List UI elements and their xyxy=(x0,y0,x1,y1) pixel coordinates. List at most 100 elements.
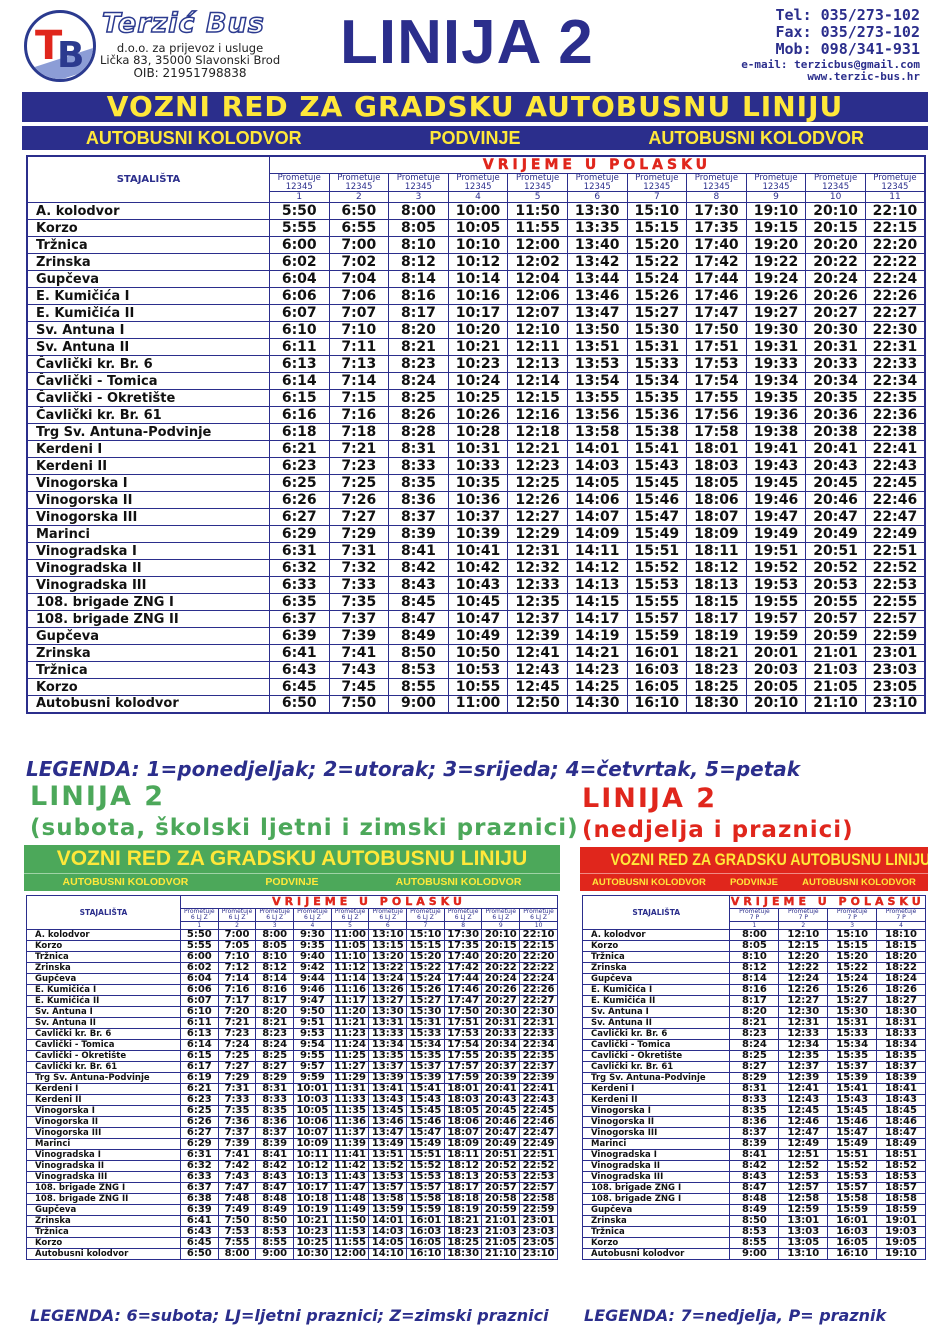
departure-time: 5:55 xyxy=(179,940,219,952)
table-row: Čavlički kr. Br. 6 6:13 7:13 8:23 10:23 12:13… xyxy=(26,355,926,373)
departure-time: 6:32 xyxy=(179,1160,219,1172)
departure-time: 11:00 xyxy=(447,695,509,713)
departure-time: 20:57 xyxy=(805,610,866,628)
departure-time: 15:46 xyxy=(406,1116,445,1128)
departure-time: 23:05 xyxy=(519,1237,558,1249)
departure-time: 7:18 xyxy=(328,423,390,441)
column-number: 4 xyxy=(447,191,509,203)
departure-time: 20:26 xyxy=(481,984,521,996)
table-row: Čavlički kr. Br. 6 8:23 12:33 15:33 18:33 xyxy=(581,1028,926,1040)
departure-time: 8:10 xyxy=(729,951,780,963)
departure-time: 19:10 xyxy=(876,1248,926,1260)
departure-time: 15:39 xyxy=(406,1072,445,1084)
email-link[interactable]: e-mail: terzicbus@gmail.com xyxy=(741,58,920,71)
stop-name: A. kolodvor xyxy=(26,202,270,220)
departure-time: 6:38 xyxy=(179,1193,219,1205)
departure-time: 20:30 xyxy=(805,321,866,339)
departure-time: 18:06 xyxy=(686,491,747,509)
departure-time: 8:35 xyxy=(255,1105,295,1117)
table-row: Čavlički kr. Br. 61 6:16 7:16 8:26 10:26 12:1… xyxy=(26,406,926,424)
stop-name: Sv. Antuna II xyxy=(26,1017,181,1029)
departure-time: 10:16 xyxy=(447,287,509,305)
departure-time: 9:59 xyxy=(293,1072,332,1084)
departure-time: 8:49 xyxy=(255,1204,295,1216)
prometuje-label: Prometuje xyxy=(813,173,858,183)
prometuje-label: Prometuje xyxy=(694,173,739,183)
departure-time: 13:49 xyxy=(368,1138,408,1150)
stop-name: Korzo xyxy=(581,940,731,952)
departure-time: 22:30 xyxy=(864,321,926,339)
departure-time: 9:40 xyxy=(293,951,332,963)
departure-time: 8:41 xyxy=(255,1149,295,1161)
departure-time: 7:36 xyxy=(217,1116,257,1128)
website-link[interactable]: www.terzic-bus.hr xyxy=(807,70,920,83)
departure-time: 16:03 xyxy=(626,661,688,679)
departure-time: 13:57 xyxy=(368,1182,408,1194)
departure-time: 15:59 xyxy=(827,1204,878,1216)
table-row: Gupčeva 6:39 7:49 8:49 10:19 11:49 13:59 15:59 1… xyxy=(26,1204,558,1216)
operating-days-cell: Prometuje 7 P xyxy=(778,908,829,922)
departure-time: 10:49 xyxy=(447,627,509,645)
departure-time: 18:23 xyxy=(686,661,747,679)
table-row: Tržnica 6:43 7:53 8:53 10:23 11:53 14:03 16:03 1… xyxy=(26,1226,558,1238)
column-number: 3 xyxy=(388,191,449,203)
departure-time: 10:17 xyxy=(447,304,509,322)
departure-time: 8:23 xyxy=(388,355,449,373)
departure-time: 12:00 xyxy=(507,236,568,254)
departure-time: 13:51 xyxy=(566,338,628,356)
departure-time: 15:47 xyxy=(827,1127,878,1139)
departure-time: 7:21 xyxy=(328,440,390,458)
table-row: Korzo 5:55 6:55 8:05 10:05 11:55 13:35 15:15 17:… xyxy=(26,219,926,237)
stop-name: Tržnica xyxy=(26,236,270,254)
departure-time: 12:57 xyxy=(778,1182,829,1194)
departure-time: 14:30 xyxy=(566,695,628,713)
departure-time: 13:35 xyxy=(368,1050,408,1062)
table-row: Zrinska 6:41 7:41 8:50 10:50 12:41 14:21 16:01 1… xyxy=(26,644,926,662)
departure-time: 11:47 xyxy=(330,1182,370,1194)
departure-time: 7:49 xyxy=(217,1204,257,1216)
operating-days-cell: Prometuje 12345 xyxy=(566,173,628,192)
departure-time: 7:25 xyxy=(217,1050,257,1062)
table-row: A. kolodvor 8:00 12:10 15:10 18:10 xyxy=(581,929,926,941)
stop-name: Čavlički - Tomica xyxy=(581,1039,731,1051)
departure-time: 20:55 xyxy=(805,593,866,611)
operating-days-cell: Prometuje 12345 xyxy=(268,173,330,192)
departure-time: 18:24 xyxy=(876,973,926,985)
departure-time: 8:05 xyxy=(729,940,780,952)
prometuje-label: Prometuje xyxy=(788,908,819,915)
departure-time: 6:19 xyxy=(179,1072,219,1084)
departure-time: 15:27 xyxy=(406,995,445,1007)
departure-time: 11:50 xyxy=(507,202,568,220)
departure-time: 22:43 xyxy=(519,1094,558,1106)
stop-name: Vinogradska I xyxy=(26,1149,181,1161)
departure-time: 8:43 xyxy=(729,1171,780,1183)
departure-time: 22:58 xyxy=(519,1193,558,1205)
stop-name: Korzo xyxy=(26,678,270,696)
prometuje-label: Prometuje xyxy=(523,908,554,915)
departure-time: 8:36 xyxy=(388,491,449,509)
departure-time: 12:43 xyxy=(778,1094,829,1106)
column-number: 2 xyxy=(778,921,829,930)
main-banner: VOZNI RED ZA GRADSKU AUTOBUSNU LINIJU xyxy=(22,92,928,122)
departure-time: 18:12 xyxy=(686,559,747,577)
stop-name: E. Kumičića I xyxy=(26,287,270,305)
departure-time: 20:37 xyxy=(481,1061,521,1073)
departure-time: 20:52 xyxy=(805,559,866,577)
departure-time: 18:05 xyxy=(686,474,747,492)
departure-time: 10:55 xyxy=(447,678,509,696)
departure-time: 10:45 xyxy=(447,593,509,611)
departure-time: 15:33 xyxy=(827,1028,878,1040)
departure-time: 12:50 xyxy=(507,695,568,713)
table-row: Gupčeva 6:39 7:39 8:49 10:49 12:39 14:19 15:59 1… xyxy=(26,627,926,645)
stop-name: Sv. Antuna I xyxy=(581,1006,731,1018)
stop-name: Vinogorska III xyxy=(26,508,270,526)
departure-time: 7:41 xyxy=(217,1149,257,1161)
operating-days-cell: Prometuje 6 LJ Z xyxy=(179,908,219,922)
departure-time: 9:00 xyxy=(255,1248,295,1260)
departure-time: 15:33 xyxy=(626,355,688,373)
departure-time: 15:53 xyxy=(827,1171,878,1183)
days-label: 12345 xyxy=(524,181,552,192)
table-row: Marinci 8:39 12:49 15:49 18:49 xyxy=(581,1138,926,1150)
departure-time: 6:06 xyxy=(268,287,330,305)
departure-time: 8:23 xyxy=(729,1028,780,1040)
